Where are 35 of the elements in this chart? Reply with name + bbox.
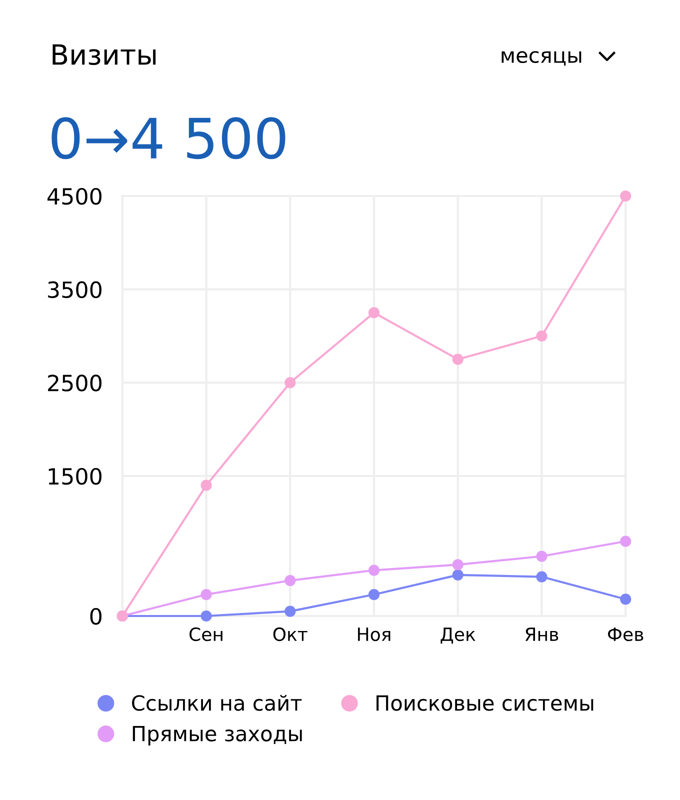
legend-label: Поисковые системы [376,695,594,711]
point [536,571,548,582]
point [200,588,212,600]
point [368,588,380,600]
legend-label: Прямые заходы [132,726,302,746]
point [200,480,212,491]
y-tick-label: 4500 [47,188,102,205]
point [368,307,380,318]
x-tick-label: Янв [525,628,558,641]
y-tick-label: 1500 [48,468,102,485]
point [284,574,296,586]
text: месяцы [502,51,582,66]
chart-title: Визиты [52,44,156,66]
x-tick-label: Ноя [358,628,390,642]
point [452,569,464,580]
point [200,610,212,622]
point [284,377,296,388]
chart-subtitle: 0→4 500 [52,117,286,160]
point [620,594,632,605]
point [620,190,632,202]
point [452,354,464,365]
x-tick-label: Фев [608,628,644,642]
point [620,536,632,547]
point [368,564,380,576]
x-tick-label: Окт [273,627,308,642]
legend-label: Ссылки на сайт [132,694,302,711]
x-tick-label: Сен [190,627,222,642]
y-tick-label: 2500 [48,374,102,392]
y-tick-label: 0 [90,608,102,625]
x-tick-label: Дек [440,628,476,644]
point [452,559,464,570]
point [536,550,548,562]
y-tick-label: 3500 [48,281,102,298]
point [284,606,296,617]
point [536,330,548,342]
